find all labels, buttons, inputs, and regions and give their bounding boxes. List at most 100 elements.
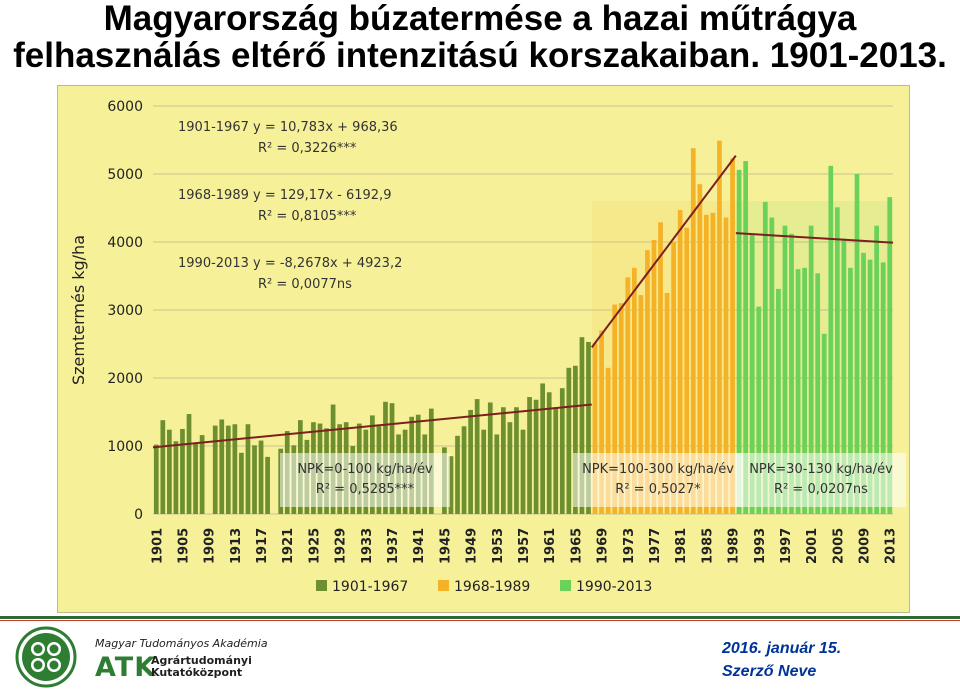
bar [559,388,565,514]
bar [782,225,788,514]
bar [546,392,552,514]
x-tick-label: 1925 [307,528,322,564]
bar [212,425,218,514]
trend-equation: 1901-1967 y = 10,783x + 968,36 [178,120,398,135]
legend-label: 1901-1967 [332,579,408,595]
trend-line [735,232,894,244]
npk-r2: R² = 0,5027* [615,482,701,497]
bar [795,269,801,514]
bar [723,217,729,514]
bar [664,293,670,514]
bar [776,288,781,514]
bar [239,452,244,514]
wheat-yield-chart: 0 1000 2000 3000 4000 5000 6000 Szemtermés kg/h… [69,99,906,595]
x-tick-label: 1977 [648,528,663,564]
x-tick-label: 1945 [438,528,453,564]
org-name: Magyar Tudományos Akadémia [95,637,268,650]
bar [625,277,631,514]
bar [658,222,663,514]
bar [199,435,205,514]
x-tick-label: 2001 [805,528,820,564]
npk-label: NPK=0-100 kg/ha/év [297,462,433,477]
x-tick-label: 1905 [176,528,191,564]
npk-box [280,453,450,507]
bar [219,419,225,514]
trend-equation: 1968-1989 y = 129,17x - 6192,9 [178,188,391,203]
bar [481,429,487,514]
x-tick-label: 1973 [622,528,637,564]
bar [618,303,624,514]
bar [232,424,238,514]
x-tick-label: 1913 [229,528,244,564]
bar [258,440,264,514]
bar [736,169,742,515]
x-tick-label: 1985 [700,528,715,564]
npk-r2: R² = 0,5285*** [316,482,415,497]
x-tick-label: 1929 [334,528,349,564]
bar [245,424,251,514]
bar [514,407,519,514]
npk-label: NPK=100-300 kg/ha/év [582,462,734,477]
bar [167,429,172,514]
bar [834,207,840,514]
bar [180,429,185,514]
x-tick-label: 1953 [491,528,506,564]
bar [743,161,749,514]
chart-area: 0 1000 2000 3000 4000 5000 6000 Szemtermés kg/h… [57,85,910,613]
mta-atk-logo-icon [15,626,77,688]
bar [808,225,814,514]
bar [461,426,467,514]
x-tick-label: 1937 [386,528,401,564]
bar [861,252,866,514]
title-line-1: Magyarország búzatermése a hazai műtrágy… [103,0,857,38]
bar [160,420,166,514]
bar [769,217,775,514]
bar [533,399,539,514]
x-tick-label: 1997 [779,528,794,564]
bar [566,367,572,514]
x-tick-label: 1933 [360,528,375,564]
bar [225,425,231,514]
x-tick-label: 1965 [569,528,584,564]
bar [186,414,192,514]
bar [677,210,683,514]
bar [468,409,473,514]
trend-line [590,155,737,349]
bar [762,201,768,514]
x-tick-label: 1909 [203,528,218,564]
bar [802,267,807,514]
legend-swatch [438,580,449,591]
bar [527,397,532,514]
x-tick-label: 1981 [674,528,689,564]
bar [631,267,637,514]
x-tick-label: 1917 [255,528,270,564]
trend-equation: 1990-2013 y = -8,2678x + 4923,2 [178,256,402,271]
bar [854,174,860,514]
legend-swatch [316,580,327,591]
bar [474,399,480,514]
bar [671,242,676,514]
bar [749,234,755,514]
x-tick-label: 1921 [281,528,296,564]
bar [553,407,559,514]
y-axis-label: Szemtermés kg/ha [69,235,88,385]
org-subname-line1: Agrártudományi [151,654,252,667]
bar [756,306,762,514]
bar [592,343,598,514]
bar [448,456,454,514]
npk-r2: R² = 0,0207ns [774,482,868,497]
bar [645,250,650,514]
bar [815,273,821,514]
bar [651,239,657,514]
trend-line [152,403,592,449]
bar [690,148,696,514]
bar [821,333,827,514]
bar [500,407,506,514]
bar [848,267,853,514]
bar [880,262,886,514]
bar [841,238,847,514]
bar [520,429,526,514]
footer-divider [0,616,960,619]
bar [487,402,493,514]
bar [599,330,604,514]
